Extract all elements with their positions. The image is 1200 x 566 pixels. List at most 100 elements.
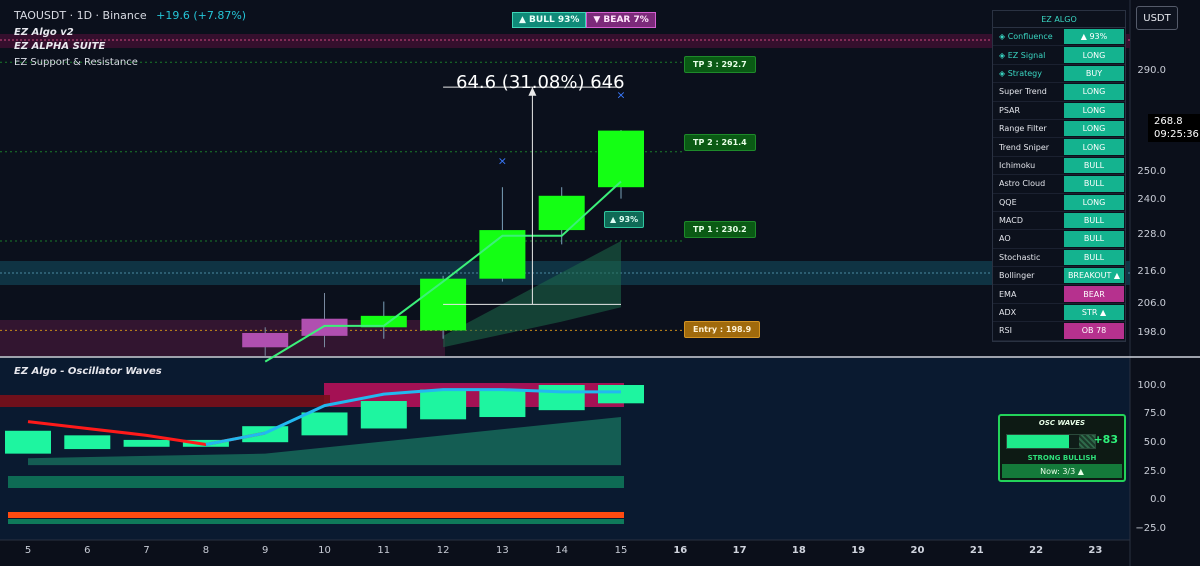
ez-table-label: RSI — [999, 326, 1012, 336]
tp3-tag: TP 3 : 292.7 — [684, 56, 756, 73]
price-tick: 240.0 — [1137, 194, 1166, 205]
time-tick: 10 — [318, 545, 331, 556]
ez-table-row: QQE LONG — [993, 194, 1125, 212]
ez-algo-table-title: EZ ALGO — [993, 11, 1125, 28]
time-tick: 8 — [202, 545, 210, 556]
ez-table-label: PSAR — [999, 105, 1021, 115]
ez-table-label: AO — [999, 234, 1011, 244]
ez-table-value: LONG — [1064, 47, 1124, 63]
ez-table-label: ◈ Confluence — [999, 32, 1053, 42]
ez-table-row: RSI OB 78 — [993, 322, 1125, 341]
osc-tick: 25.0 — [1143, 466, 1166, 477]
osc-wave-bull — [205, 388, 621, 446]
ez-table-value: LONG — [1064, 84, 1124, 100]
ez-table-value: LONG — [1064, 139, 1124, 155]
measure-arrow — [528, 87, 537, 96]
ez-table-row: Trend Sniper LONG — [993, 138, 1125, 157]
time-tick: 19 — [851, 545, 866, 556]
ez-table-row: MACD BULL — [993, 212, 1125, 231]
symbol-header: TAOUSDT · 1D · Binance +19.6 (+7.87%) — [14, 9, 246, 22]
time-tick: 7 — [143, 545, 150, 556]
ez-table-row: EMA BEAR — [993, 285, 1125, 304]
entry-tag: Entry : 198.9 — [684, 321, 761, 338]
ez-table-value: LONG — [1064, 102, 1124, 118]
ez-table-label: Range Filter — [999, 124, 1047, 134]
ez-table-row: ◈ Strategy BUY — [993, 65, 1125, 84]
osc-bar — [123, 439, 170, 447]
ez-table-row: ◈ Confluence ▲ 93% — [993, 28, 1125, 47]
trend-line — [264, 180, 622, 363]
price-tick: 290.0 — [1137, 65, 1166, 76]
ez-table-label: Trend Sniper — [999, 142, 1050, 152]
time-tick: 15 — [614, 545, 628, 556]
osc-low-band — [8, 512, 624, 518]
ez-table-row: Range Filter LONG — [993, 120, 1125, 139]
candle-body — [301, 318, 348, 336]
ez-table-label: Astro Cloud — [999, 179, 1046, 189]
osc-bar — [360, 401, 407, 429]
ez-table-value: OB 78 — [1064, 323, 1124, 339]
indicator-ez-algo[interactable]: EZ Algo v2 — [14, 27, 74, 38]
ez-table-value: BREAKOUT ▲ — [1064, 268, 1124, 284]
ez-table-label: EMA — [999, 289, 1017, 299]
ez-table-label: Bollinger — [999, 271, 1035, 281]
osc-tick: −25.0 — [1135, 523, 1166, 534]
ez-table-value: BUY — [1064, 65, 1124, 82]
bar-countdown: 09:25:36 — [1154, 129, 1199, 140]
osc-bar — [5, 430, 51, 454]
price-change: +19.6 (+7.87%) — [156, 9, 247, 22]
ez-table-label: ◈ Strategy — [999, 68, 1042, 78]
ez-table-row: ADX STR ▲ — [993, 304, 1125, 323]
candle-body — [538, 195, 585, 231]
bull-sentiment: ▲ BULL 93% — [512, 12, 587, 28]
price-tick: 206.0 — [1137, 298, 1166, 309]
osc-strength-fill — [1007, 435, 1070, 448]
indicator-support-resistance[interactable]: EZ Support & Resistance — [14, 57, 138, 68]
osc-now: Now: 3/3 ▲ — [1002, 464, 1122, 478]
osc-strength-remainder — [1079, 435, 1095, 448]
time-tick: 11 — [377, 545, 391, 556]
time-tick: 18 — [791, 545, 806, 556]
osc-value: +83 — [1093, 433, 1118, 446]
currency-selector[interactable]: USDT — [1136, 6, 1178, 30]
ez-table-value: BEAR — [1064, 286, 1124, 302]
price-tick: 216.0 — [1137, 266, 1166, 277]
ez-table-row: Astro Cloud BULL — [993, 175, 1125, 194]
osc-bar — [538, 385, 585, 411]
indicator-alpha-suite[interactable]: EZ ALPHA SUITE — [14, 41, 106, 52]
ez-table-label: ◈ EZ Signal — [999, 50, 1046, 60]
time-tick: 22 — [1029, 545, 1044, 556]
osc-bar — [598, 385, 644, 404]
candle-body — [479, 230, 526, 279]
time-tick: 13 — [496, 545, 509, 556]
ez-table-value: BULL — [1064, 212, 1124, 229]
time-tick: 16 — [673, 545, 688, 556]
ez-table-value: BULL — [1064, 249, 1124, 266]
tp2-tag: TP 2 : 261.4 — [684, 134, 756, 151]
ez-table-row: Stochastic BULL — [993, 249, 1125, 268]
ez-table-label: Super Trend — [999, 87, 1047, 97]
ez-table-label: ADX — [999, 308, 1017, 318]
osc-tick: 100.0 — [1137, 380, 1166, 391]
ez-table-label: QQE — [999, 197, 1017, 207]
signal-marker: × — [498, 154, 507, 167]
time-tick: 21 — [969, 545, 984, 556]
time-tick: 14 — [555, 545, 569, 556]
ez-table-value: STR ▲ — [1064, 304, 1124, 321]
oscillator-pane-title[interactable]: EZ Algo - Oscillator Waves — [14, 366, 162, 377]
osc-waves-panel: OSC WAVES +83 STRONG BULLISH Now: 3/3 ▲ — [998, 414, 1126, 482]
resistance-zone — [0, 34, 1130, 48]
time-tick: 9 — [262, 545, 269, 556]
osc-bear-band — [0, 395, 330, 407]
osc-waves-title: OSC WAVES — [1038, 419, 1086, 427]
osc-bar — [479, 389, 526, 418]
ez-table-value: BULL — [1064, 176, 1124, 192]
osc-status: STRONG BULLISH — [1027, 454, 1097, 462]
tp1-tag: TP 1 : 230.2 — [684, 221, 756, 238]
osc-tick: 50.0 — [1143, 437, 1166, 448]
osc-strength-bar — [1006, 434, 1096, 449]
ez-table-value: LONG — [1064, 194, 1124, 210]
ez-table-row: ◈ EZ Signal LONG — [993, 46, 1125, 65]
ez-table-row: AO BULL — [993, 230, 1125, 249]
